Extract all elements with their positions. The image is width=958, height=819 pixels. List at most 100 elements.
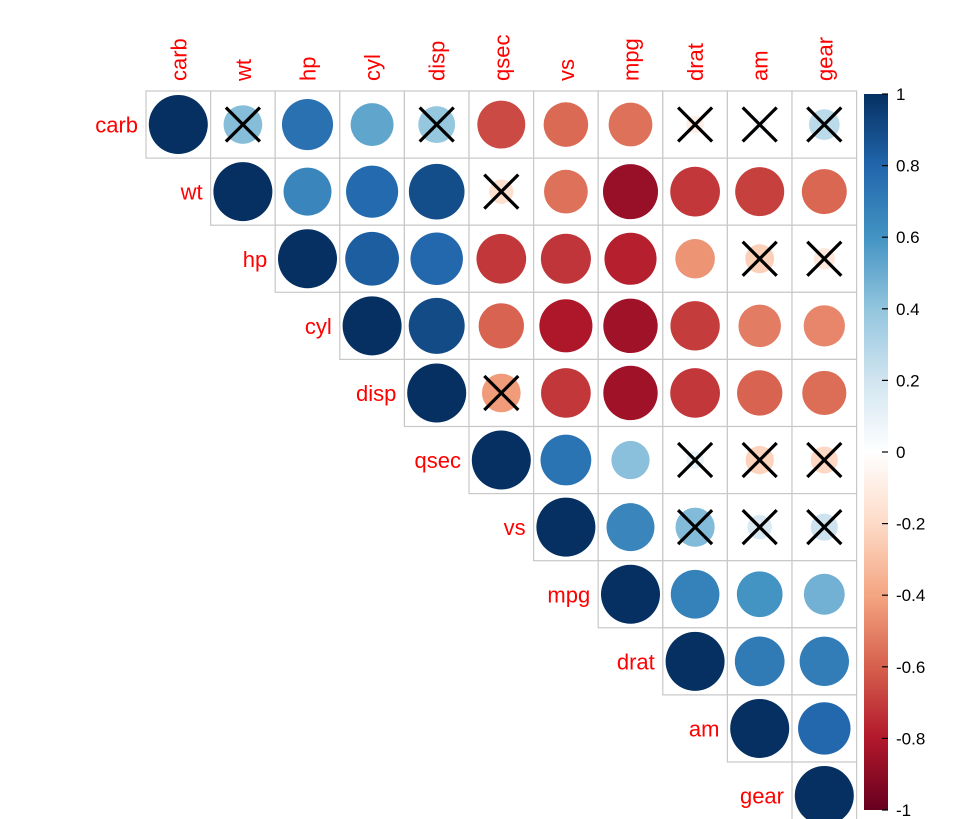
insignificant-cross-vs-gear [806,509,843,546]
insignificant-cross-carb-disp [418,106,455,143]
corr-circle-wt-gear [801,169,847,215]
corr-circle-wt-vs [544,169,588,214]
colorbar-tick-label: 1 [896,85,905,104]
insignificant-cross-vs-drat [676,509,714,546]
colorbar: 1 0.8 0.6 0.4 0.2 0 -0.2 -0.4 -0.6 -0.8 -1 [864,85,925,819]
corr-circle-drat-am [734,636,785,687]
row-label-gear: gear [740,784,784,809]
col-label-qsec: qsec [489,35,514,81]
col-label-drat: drat [683,43,708,81]
corr-circle-mpg-mpg [601,564,660,624]
colorbar-tick-label: 0.8 [896,157,920,176]
colorbar-tick-label: -0.2 [896,515,925,534]
colorbar-tick-label: 0.4 [896,300,920,319]
marks-layer [148,95,854,819]
corr-circle-hp-vs [540,233,591,284]
insignificant-cross-carb-wt [224,106,262,143]
corr-circle-wt-mpg [602,164,659,220]
corr-circle-qsec-qsec [471,430,531,490]
corr-circle-mpg-drat [670,569,720,619]
col-label-wt: wt [231,59,256,82]
col-label-vs: vs [554,59,579,81]
corr-circle-disp-disp [407,363,467,423]
colorbar-tick-label: -1 [896,801,911,819]
corr-circle-gear-gear [794,766,854,819]
corr-circle-carb-carb [148,95,208,155]
colorbar-tick-label: -0.8 [896,729,925,748]
colorbar-tick-label: 0.6 [896,228,920,247]
corr-circle-carb-cyl [350,103,394,147]
corr-circle-wt-hp [283,167,332,216]
corr-circle-cyl-disp [408,297,465,354]
corr-circle-wt-wt [213,162,273,222]
corr-circle-wt-cyl [346,165,399,218]
colorbar-tick-label: 0 [896,443,905,462]
corr-circle-vs-vs [536,497,596,557]
row-label-carb: carb [95,113,138,138]
insignificant-cross-qsec-drat [676,441,714,479]
row-label-disp: disp [356,381,396,406]
col-label-carb: carb [166,38,191,81]
corr-circle-qsec-mpg [611,440,650,480]
corr-circle-carb-hp [281,99,334,151]
insignificant-cross-carb-gear [806,106,843,143]
insignificant-cross-carb-drat [676,106,714,143]
row-label-am: am [689,716,720,741]
corr-circle-wt-am [735,167,785,217]
corr-circle-qsec-vs [540,434,592,486]
corr-circle-disp-mpg [603,365,658,421]
colorbar-tick-label: 0.2 [896,371,920,390]
corr-circle-cyl-cyl [342,296,402,356]
corr-circle-disp-gear [802,370,847,416]
corr-circle-am-am [730,698,790,758]
corr-circle-vs-mpg [606,503,655,552]
corr-circle-mpg-am [736,571,783,618]
corr-circle-cyl-gear [803,305,845,347]
corr-circle-hp-drat [675,238,715,279]
col-label-cyl: cyl [360,54,385,81]
corr-circle-disp-vs [541,368,591,418]
row-label-hp: hp [243,247,267,272]
corr-circle-carb-vs [543,102,589,147]
corr-circle-cyl-qsec [478,303,524,349]
insignificant-cross-qsec-am [741,441,778,479]
colorbar-tick-label: -0.4 [896,586,925,605]
insignificant-cross-vs-am [741,509,778,546]
row-label-wt: wt [180,180,203,205]
corr-circle-am-gear [798,702,851,755]
corr-circle-hp-hp [278,229,337,289]
insignificant-cross-wt-qsec [483,173,520,210]
row-label-qsec: qsec [415,448,461,473]
corr-circle-cyl-mpg [603,298,658,354]
row-label-mpg: mpg [547,582,590,607]
corr-circle-hp-disp [410,232,463,285]
corr-circle-hp-mpg [604,232,657,285]
col-label-hp: hp [296,57,321,81]
insignificant-cross-qsec-gear [806,441,843,479]
corr-circle-mpg-gear [803,573,845,615]
corr-circle-carb-mpg [608,102,653,147]
row-label-cyl: cyl [305,314,332,339]
col-label-am: am [748,50,773,81]
labels-layer: carb wt hp cyl disp qsec vs mpg drat am gear carb wt… [95,35,837,809]
col-label-disp: disp [425,41,450,81]
row-label-drat: drat [617,649,655,674]
corr-circle-cyl-am [738,304,781,348]
corr-circle-cyl-vs [539,299,593,353]
corr-circle-cyl-drat [670,301,720,351]
row-label-vs: vs [504,515,526,540]
corr-circle-carb-qsec [477,100,526,149]
colorbar-tick-label: -0.6 [896,658,925,677]
corr-circle-hp-cyl [345,231,399,286]
corr-circle-hp-qsec [476,233,527,284]
corr-circle-drat-gear [799,636,849,687]
corr-circle-disp-drat [670,368,720,418]
insignificant-cross-hp-am [741,240,778,277]
insignificant-cross-hp-gear [806,240,843,277]
insignificant-cross-disp-qsec [483,374,520,412]
corr-circle-disp-am [737,370,783,416]
corr-circle-wt-drat [670,166,720,217]
corr-circle-drat-drat [665,631,725,691]
